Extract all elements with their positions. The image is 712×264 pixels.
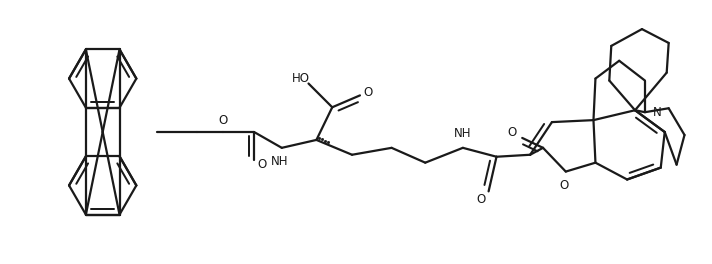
Text: O: O [219,114,228,127]
Text: HO: HO [292,72,310,85]
Text: NH: NH [454,128,471,140]
Text: O: O [257,158,266,171]
Text: NH: NH [271,155,288,168]
Text: O: O [476,193,486,206]
Text: N: N [652,106,661,119]
Text: O: O [363,86,372,99]
Text: O: O [559,179,568,192]
Text: O: O [508,125,517,139]
